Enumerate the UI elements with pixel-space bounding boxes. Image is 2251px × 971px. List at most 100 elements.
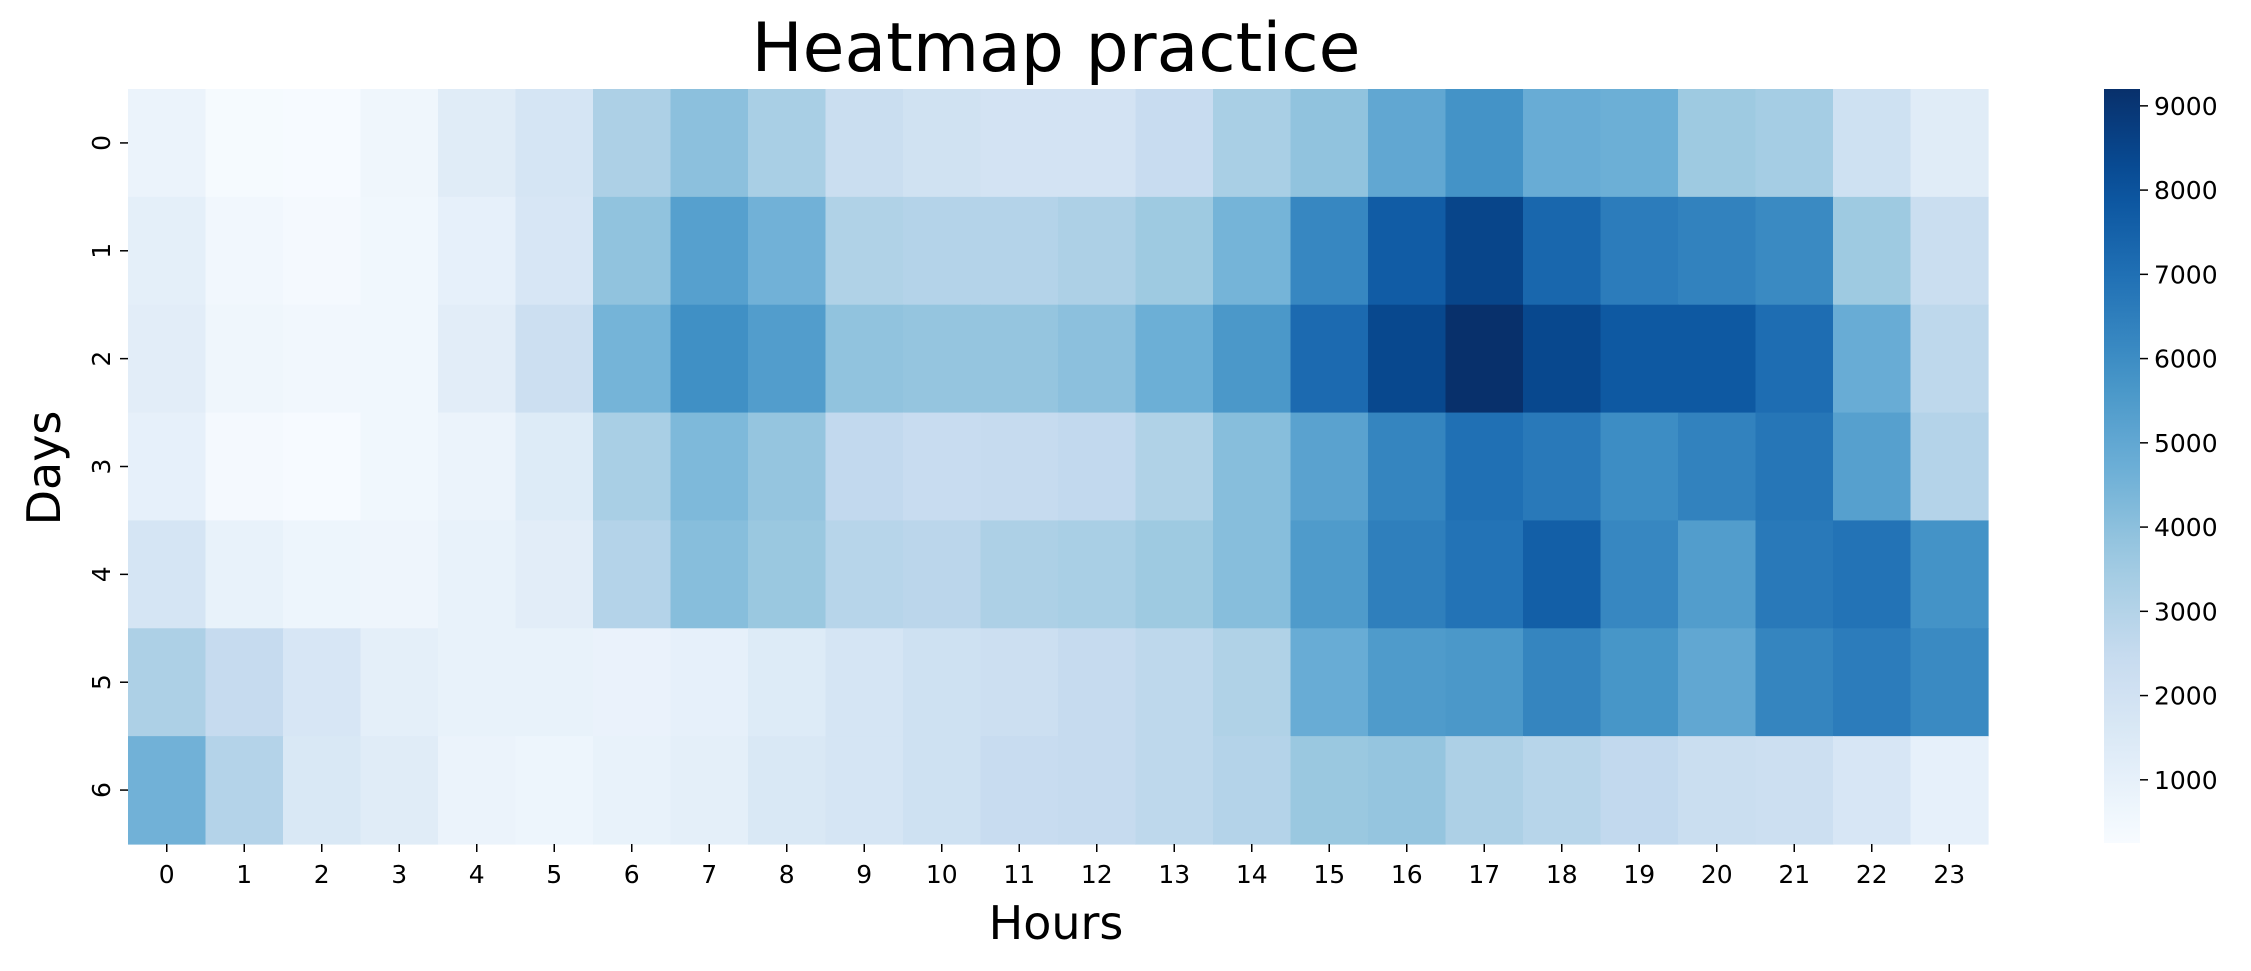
heatmap-cell	[1368, 196, 1447, 306]
heatmap-cell	[283, 628, 362, 737]
x-tick-label: 13	[1158, 860, 1190, 889]
heatmap-cell	[1058, 89, 1137, 198]
heatmap-cell	[1135, 520, 1214, 629]
heatmap-cell	[1368, 520, 1447, 629]
colorbar-tick-label: 4000	[2154, 513, 2218, 542]
heatmap-cell	[980, 304, 1059, 414]
heatmap-cell	[593, 736, 672, 845]
heatmap-cell	[1368, 412, 1447, 522]
heatmap-cell	[748, 196, 827, 306]
heatmap-cell	[1213, 736, 1292, 845]
heatmap-cell	[748, 736, 827, 845]
heatmap-cell	[1368, 628, 1447, 737]
heatmap-cell	[1213, 412, 1292, 522]
heatmap-cell	[1523, 736, 1602, 845]
colorbar-tick-label: 9000	[2154, 92, 2218, 121]
heatmap-cell	[1833, 736, 1912, 845]
heatmap-cell	[283, 89, 362, 198]
heatmap-cell	[1600, 89, 1679, 198]
heatmap-cell	[1445, 736, 1524, 845]
heatmap-cell	[825, 412, 904, 522]
heatmap-cell	[205, 628, 284, 737]
heatmap-cell	[128, 628, 207, 737]
heatmap-cell	[128, 520, 207, 629]
chart-title: Heatmap practice	[752, 9, 1361, 88]
heatmap-cell	[1833, 89, 1912, 198]
heatmap-cell	[1678, 520, 1757, 629]
heatmap-cells	[128, 89, 1989, 845]
heatmap-cell	[205, 412, 284, 522]
colorbar-tick-label: 5000	[2154, 429, 2218, 458]
heatmap-cell	[1833, 520, 1912, 629]
heatmap-cell	[1213, 628, 1292, 737]
heatmap-cell	[593, 520, 672, 629]
x-tick-label: 21	[1778, 860, 1810, 889]
heatmap-cell	[360, 628, 439, 737]
heatmap-cell	[128, 736, 207, 845]
heatmap-cell	[1290, 412, 1369, 522]
heatmap-cell	[1058, 412, 1137, 522]
heatmap-cell	[748, 628, 827, 737]
heatmap-cell	[205, 304, 284, 414]
heatmap-cell	[1910, 412, 1989, 522]
heatmap-cell	[1058, 196, 1137, 306]
heatmap-cell	[283, 304, 362, 414]
heatmap-cell	[825, 304, 904, 414]
colorbar-tick-label: 1000	[2154, 766, 2218, 795]
heatmap-cell	[1600, 628, 1679, 737]
heatmap-cell	[903, 628, 982, 737]
heatmap-cell	[128, 196, 207, 306]
heatmap-cell	[670, 736, 749, 845]
x-tick-label: 3	[391, 860, 407, 889]
heatmap-cell	[205, 520, 284, 629]
heatmap-cell	[1678, 412, 1757, 522]
heatmap-cell	[1290, 196, 1369, 306]
x-tick-label: 18	[1546, 860, 1578, 889]
heatmap-cell	[515, 736, 594, 845]
heatmap-cell	[1290, 304, 1369, 414]
heatmap-cell	[903, 304, 982, 414]
heatmap-cell	[593, 628, 672, 737]
heatmap-cell	[1213, 304, 1292, 414]
heatmap-cell	[205, 196, 284, 306]
y-axis-label: Days	[17, 411, 71, 526]
x-tick-label: 4	[469, 860, 485, 889]
x-tick-label: 20	[1701, 860, 1733, 889]
heatmap-cell	[1523, 89, 1602, 198]
heatmap-cell	[1213, 520, 1292, 629]
colorbar-tick-label: 2000	[2154, 682, 2218, 711]
colorbar	[2104, 89, 2140, 843]
heatmap-cell	[1678, 196, 1757, 306]
heatmap-cell	[980, 736, 1059, 845]
y-tick-label: 5	[87, 674, 116, 690]
heatmap-cell	[1290, 628, 1369, 737]
x-tick-label: 8	[779, 860, 795, 889]
heatmap-cell	[283, 736, 362, 845]
y-tick-label: 4	[87, 566, 116, 582]
heatmap-cell	[515, 412, 594, 522]
heatmap-cell	[1445, 89, 1524, 198]
y-axis: 0 1 2 3 4 5 6	[87, 135, 128, 798]
heatmap-cell	[670, 89, 749, 198]
heatmap-cell	[1755, 196, 1834, 306]
heatmap-cell	[825, 628, 904, 737]
heatmap-cell	[1368, 89, 1447, 198]
heatmap-cell	[670, 628, 749, 737]
heatmap-cell	[360, 736, 439, 845]
heatmap-cell	[1290, 520, 1369, 629]
heatmap-cell	[980, 412, 1059, 522]
heatmap-cell	[438, 736, 517, 845]
heatmap-cell	[980, 628, 1059, 737]
heatmap-cell	[128, 304, 207, 414]
heatmap-cell	[1290, 89, 1369, 198]
heatmap-cell	[360, 89, 439, 198]
heatmap-cell	[360, 412, 439, 522]
x-tick-label: 23	[1933, 860, 1965, 889]
heatmap-cell	[825, 736, 904, 845]
heatmap-cell	[1445, 304, 1524, 414]
heatmap-cell	[1600, 412, 1679, 522]
heatmap-cell	[1445, 412, 1524, 522]
heatmap-cell	[1910, 196, 1989, 306]
heatmap-cell	[1678, 89, 1757, 198]
heatmap-cell	[360, 304, 439, 414]
